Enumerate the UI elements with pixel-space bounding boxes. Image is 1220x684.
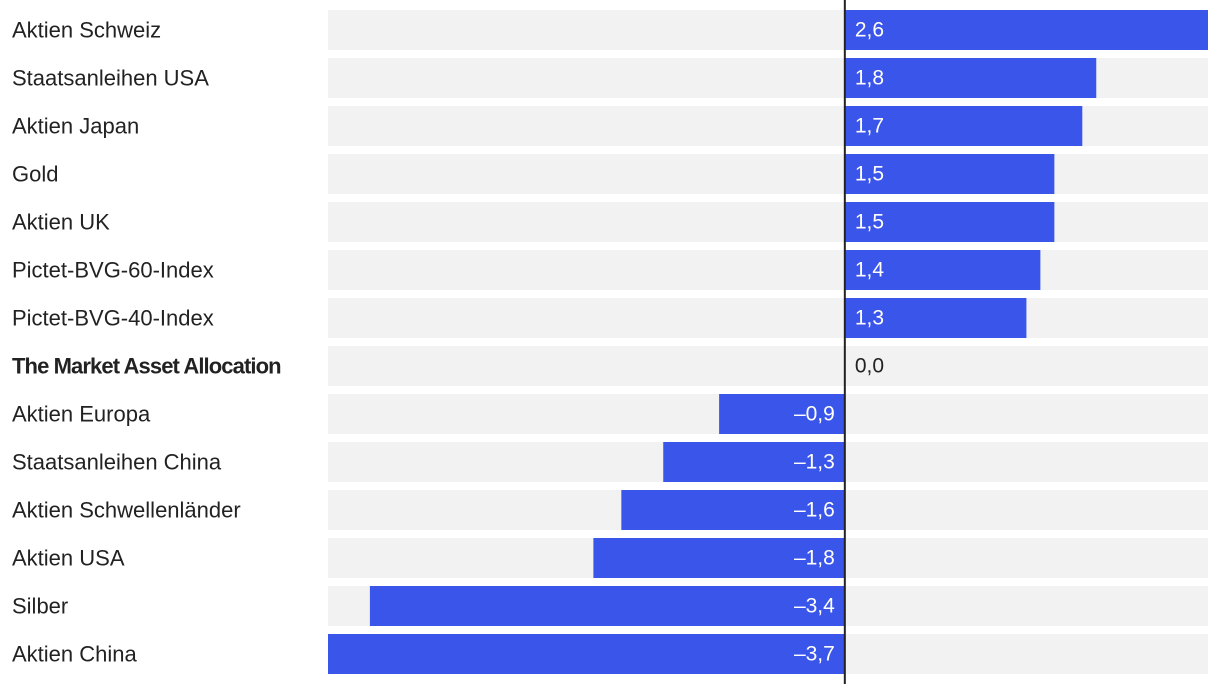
category-label: Staatsanleihen USA: [12, 66, 209, 91]
value-label: 0,0: [855, 355, 884, 378]
category-label: Gold: [12, 162, 58, 187]
bar-track: [328, 346, 1208, 386]
bar: [844, 154, 1055, 194]
bar: [328, 634, 845, 674]
value-label: 1,3: [855, 307, 884, 330]
bar: [844, 298, 1027, 338]
value-labels: 2,6 1,8 1,7 1,5 1,5 1,4 1,3 0,0 –0,9 –1,3 –1,6 –1,8…: [794, 19, 884, 666]
category-label: Aktien UK: [12, 210, 110, 235]
value-label: –3,7: [794, 643, 835, 666]
bar: [844, 202, 1055, 242]
category-label: Staatsanleihen China: [12, 450, 222, 475]
value-label: 2,6: [855, 19, 884, 42]
category-label: Pictet-BVG-40-Index: [12, 306, 214, 331]
value-label: –3,4: [794, 595, 835, 618]
category-label: Aktien Europa: [12, 402, 151, 427]
bars: [328, 10, 1208, 674]
value-label: 1,5: [855, 163, 884, 186]
value-label: –1,8: [794, 547, 835, 570]
bar: [621, 490, 845, 530]
value-label: 1,8: [855, 67, 884, 90]
bar: [844, 58, 1097, 98]
bar-track: [328, 298, 1208, 338]
bar: [844, 10, 1208, 50]
category-label: Aktien Schweiz: [12, 18, 161, 43]
bar-track: [328, 154, 1208, 194]
category-label: Aktien Schwellenländer: [12, 498, 241, 523]
category-label: The Market Asset Allocation: [12, 354, 281, 379]
bar: [369, 586, 845, 626]
value-label: 1,7: [855, 115, 884, 138]
value-label: –0,9: [794, 403, 835, 426]
bar: [844, 106, 1083, 146]
bar-track: [328, 202, 1208, 242]
category-label: Pictet-BVG-60-Index: [12, 258, 214, 283]
value-label: –1,6: [794, 499, 835, 522]
category-label: Aktien USA: [12, 546, 125, 571]
bar: [719, 394, 845, 434]
category-labels: Aktien Schweiz Staatsanleihen USA Aktien J…: [12, 18, 282, 667]
category-label: Aktien Japan: [12, 114, 139, 139]
category-label: Silber: [12, 594, 68, 619]
category-label: Aktien China: [12, 642, 138, 667]
value-label: 1,5: [855, 211, 884, 234]
bar-track: [328, 250, 1208, 290]
value-label: –1,3: [794, 451, 835, 474]
bar: [593, 538, 845, 578]
value-label: 1,4: [855, 259, 885, 282]
bar: [663, 442, 845, 482]
bar: [844, 250, 1041, 290]
